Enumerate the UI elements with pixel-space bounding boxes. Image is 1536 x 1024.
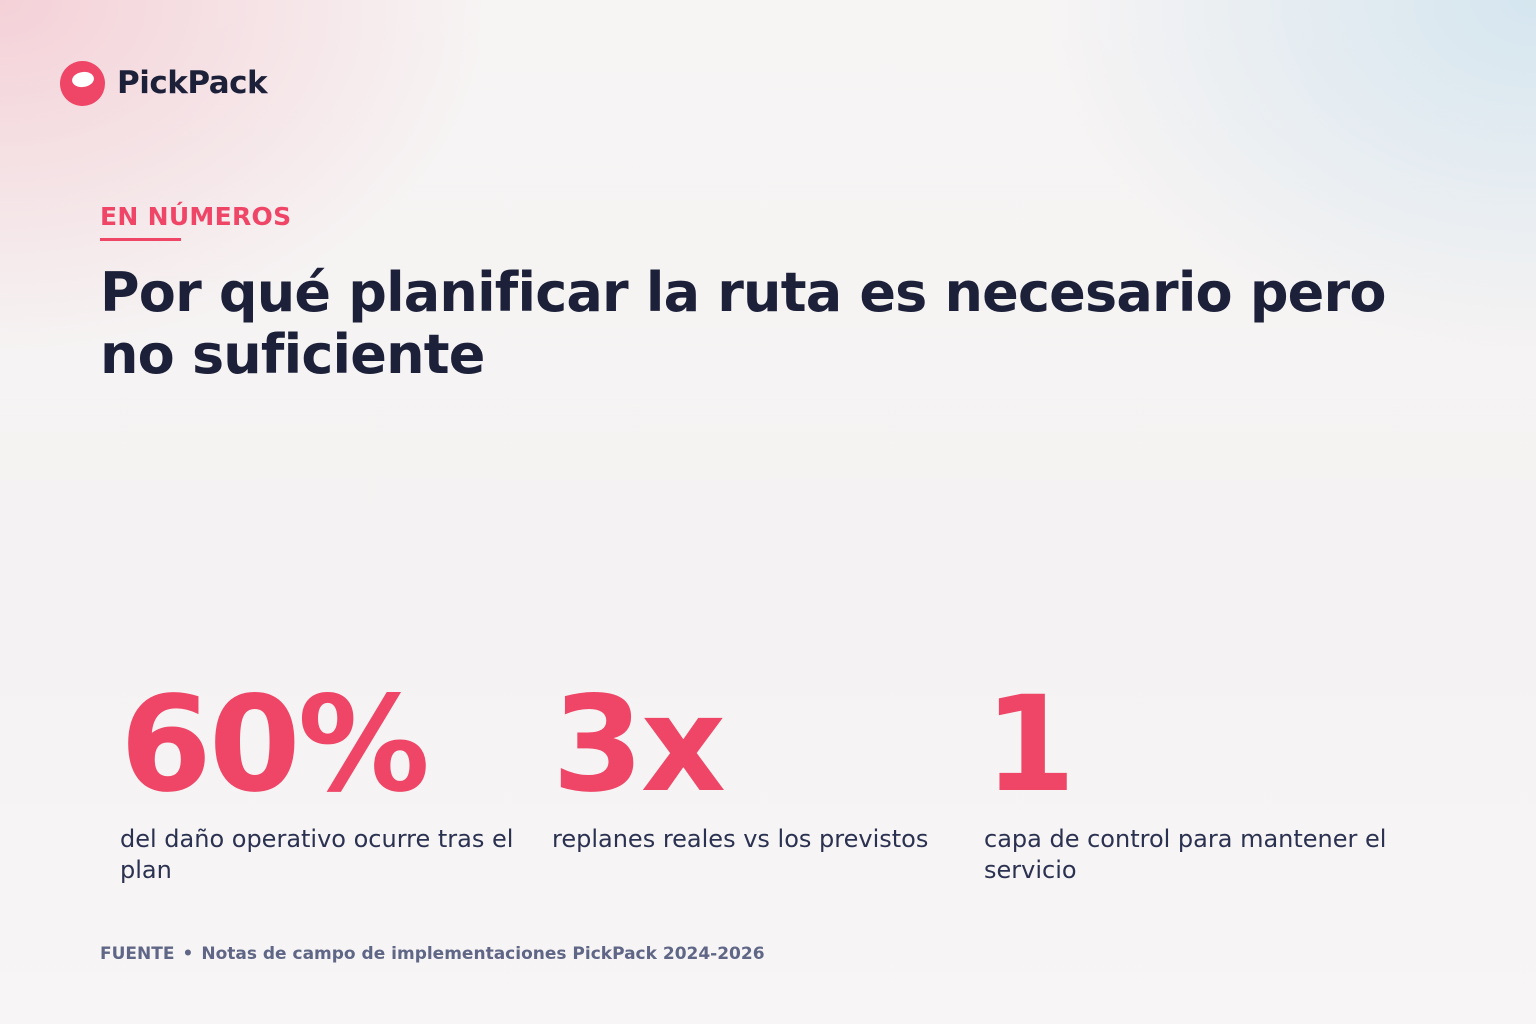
source-separator: • [182,944,194,964]
stat-label: capa de control para mantener el servici… [984,825,1387,884]
stat-value: 3x [552,668,726,822]
brand-name: PickPack [117,65,268,101]
stat-label: replanes reales vs los previstos [552,825,929,853]
pickpack-logo-icon [60,60,105,106]
stat-value: 60% [120,668,430,822]
stat-card: 3x replanes reales vs los previstos [552,668,962,855]
page-title: Por qué planificar la ruta es necesario … [100,261,1386,386]
brand-logo: PickPack [60,60,268,106]
stat-label: del daño operativo ocurre tras el plan [120,825,514,884]
section-eyebrow: EN NÚMEROS [100,202,292,231]
source-label: FUENTE [100,944,175,964]
eyebrow-underline [100,238,181,241]
stat-card: 1 capa de control para mantener el servi… [984,668,1394,886]
stat-value: 1 [984,668,1076,822]
source-note: FUENTE • Notas de campo de implementacione… [100,944,765,964]
source-text: Notas de campo de implementaciones PickP… [201,944,765,964]
stat-card: 60% del daño operativo ocurre tras el pl… [120,668,530,886]
